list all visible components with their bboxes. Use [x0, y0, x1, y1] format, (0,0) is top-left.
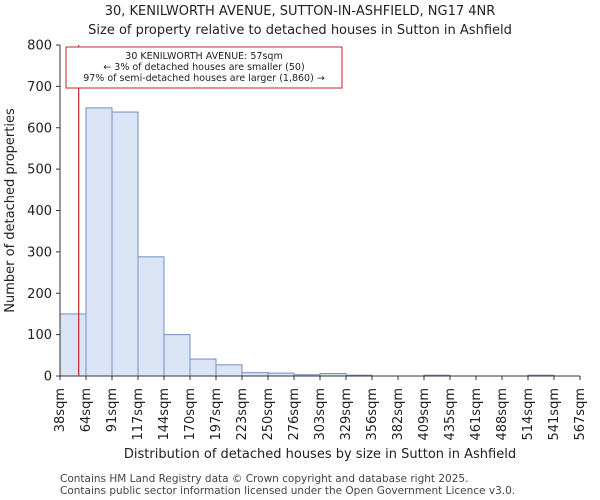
- footer-line-1: Contains HM Land Registry data © Crown c…: [60, 473, 469, 485]
- y-tick-label-200: 200: [27, 287, 52, 302]
- x-tick-label-197sqm: 197sqm: [209, 388, 224, 441]
- x-tick-label-64sqm: 64sqm: [79, 388, 94, 432]
- y-tick-label-100: 100: [27, 328, 52, 343]
- y-tick-label-600: 600: [27, 121, 52, 136]
- x-tick-label-541sqm: 541sqm: [547, 388, 562, 441]
- annotation-line-1: 30 KENILWORTH AVENUE: 57sqm: [125, 51, 282, 62]
- x-tick-label-329sqm: 329sqm: [339, 388, 354, 441]
- bar-38sqm: [59, 313, 87, 377]
- x-tick-label-117sqm: 117sqm: [131, 388, 146, 441]
- y-tick-label-800: 800: [27, 39, 52, 54]
- chart-subtitle: Size of property relative to detached ho…: [88, 23, 512, 38]
- bar-91sqm: [111, 111, 139, 377]
- x-tick-label-303sqm: 303sqm: [313, 388, 328, 441]
- x-tick-label-276sqm: 276sqm: [287, 388, 302, 441]
- x-tick-label-488sqm: 488sqm: [495, 388, 510, 441]
- x-axis-label: Distribution of detached houses by size …: [124, 447, 516, 462]
- y-tick-label-300: 300: [27, 245, 52, 260]
- x-tick-label-461sqm: 461sqm: [469, 388, 484, 441]
- bar-197sqm: [215, 364, 243, 377]
- bar-64sqm: [85, 107, 113, 377]
- x-tick-label-223sqm: 223sqm: [235, 388, 250, 441]
- x-tick-label-144sqm: 144sqm: [157, 388, 172, 441]
- x-tick-label-356sqm: 356sqm: [365, 388, 380, 441]
- x-tick-label-567sqm: 567sqm: [573, 388, 588, 441]
- x-tick-label-38sqm: 38sqm: [53, 388, 68, 432]
- y-axis-label: Number of detached properties: [3, 108, 18, 313]
- x-tick-label-91sqm: 91sqm: [105, 388, 120, 432]
- chart-title: 30, KENILWORTH AVENUE, SUTTON-IN-ASHFIEL…: [104, 4, 496, 19]
- footer-line-2: Contains public sector information licen…: [60, 485, 516, 497]
- annotation-line-3: 97% of semi-detached houses are larger (…: [83, 73, 325, 84]
- x-tick-label-435sqm: 435sqm: [443, 388, 458, 441]
- x-tick-label-170sqm: 170sqm: [183, 388, 198, 441]
- x-tick-label-409sqm: 409sqm: [417, 388, 432, 441]
- bar-117sqm: [137, 256, 165, 377]
- y-tick-label-0: 0: [44, 370, 52, 385]
- x-tick-label-514sqm: 514sqm: [521, 388, 536, 441]
- bar-144sqm: [163, 334, 191, 377]
- x-tick-label-250sqm: 250sqm: [261, 388, 276, 441]
- annotation-box: [65, 46, 343, 89]
- y-tick-label-500: 500: [27, 163, 52, 178]
- y-tick-label-700: 700: [27, 80, 52, 95]
- x-tick-label-382sqm: 382sqm: [391, 388, 406, 441]
- y-tick-label-400: 400: [27, 204, 52, 219]
- annotation-line-2: ← 3% of detached houses are smaller (50): [103, 62, 304, 73]
- bar-170sqm: [189, 358, 217, 377]
